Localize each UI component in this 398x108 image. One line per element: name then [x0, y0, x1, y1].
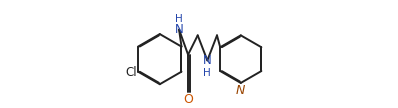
Text: N: N: [175, 23, 183, 36]
Text: H: H: [175, 14, 183, 24]
Text: H: H: [203, 68, 211, 78]
Text: N: N: [236, 84, 246, 97]
Text: Cl: Cl: [125, 66, 137, 79]
Text: N: N: [203, 54, 212, 67]
Text: O: O: [183, 93, 193, 106]
